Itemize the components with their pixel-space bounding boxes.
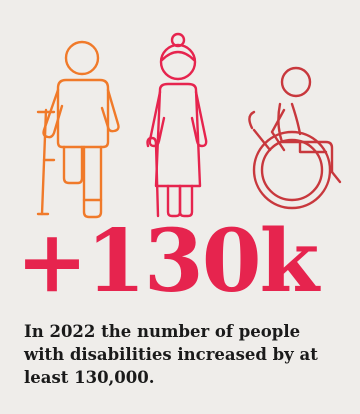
caption-text: In 2022 the number of people with disabi… bbox=[24, 322, 318, 387]
icon-row bbox=[36, 32, 342, 219]
amputee-crutch-person-icon bbox=[36, 40, 120, 219]
elderly-woman-cane-icon bbox=[146, 32, 208, 218]
wheelchair-user-icon bbox=[248, 66, 342, 210]
stat-value: +130k bbox=[16, 211, 319, 312]
